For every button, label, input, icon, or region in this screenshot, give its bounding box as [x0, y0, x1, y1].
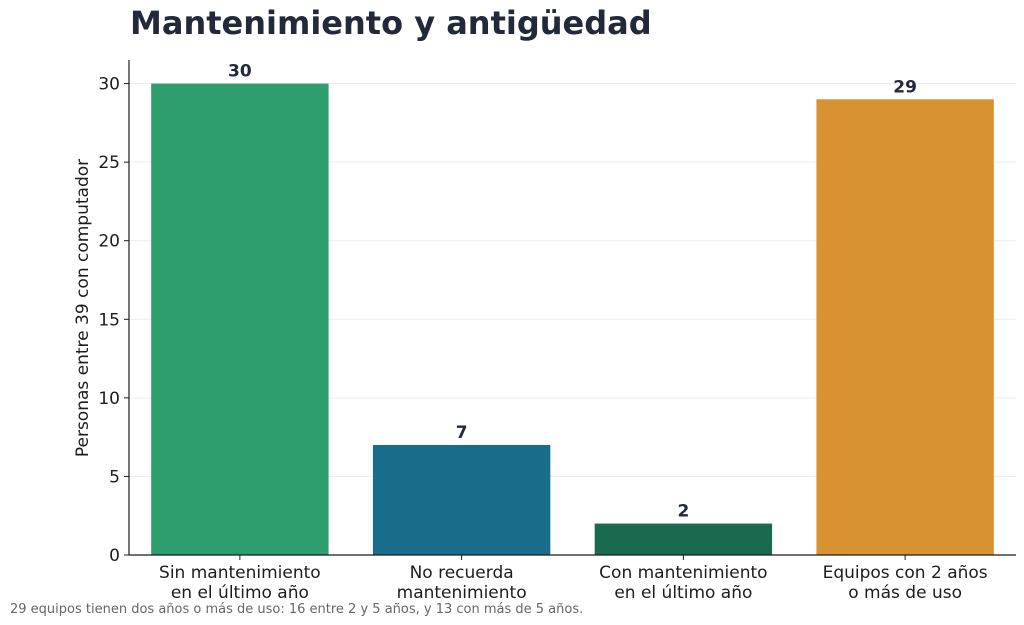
y-tick-label: 10: [98, 389, 120, 409]
x-tick-label: Sin mantenimiento: [159, 563, 321, 583]
y-tick-label: 25: [98, 153, 120, 173]
bar: [372, 445, 551, 555]
data-labels: 30 7 2 29: [228, 62, 917, 522]
y-ticks: 0 5 10 15 20 25 30: [98, 75, 129, 566]
bar: [151, 83, 329, 556]
x-tick-label: Con mantenimiento: [599, 563, 767, 583]
x-tick-label: o más de uso: [848, 583, 962, 603]
x-tick-label: mantenimiento: [397, 583, 527, 603]
data-label: 7: [456, 423, 468, 443]
footnote: 29 equipos tienen dos años o más de uso:…: [10, 602, 583, 617]
x-tick-label: en el último año: [614, 583, 752, 603]
x-tick-label: Equipos con 2 años: [823, 563, 988, 583]
y-tick-label: 15: [98, 310, 120, 330]
data-label: 2: [677, 502, 689, 522]
y-tick-label: 20: [98, 232, 120, 252]
y-tick-label: 5: [109, 467, 120, 487]
y-axis-label: Personas entre 39 con computador: [73, 159, 93, 457]
data-label: 29: [893, 77, 917, 97]
chart-title: Mantenimiento y antigüedad: [130, 4, 652, 42]
y-tick-label: 30: [98, 75, 120, 95]
axes: [128, 60, 1016, 556]
bars: [151, 83, 994, 556]
bar: [594, 523, 773, 555]
bar: [816, 99, 994, 556]
x-tick-label: No recuerda: [410, 563, 514, 583]
x-tick-label: en el último año: [171, 583, 309, 603]
y-tick-label: 0: [109, 546, 120, 566]
data-label: 30: [228, 62, 252, 82]
